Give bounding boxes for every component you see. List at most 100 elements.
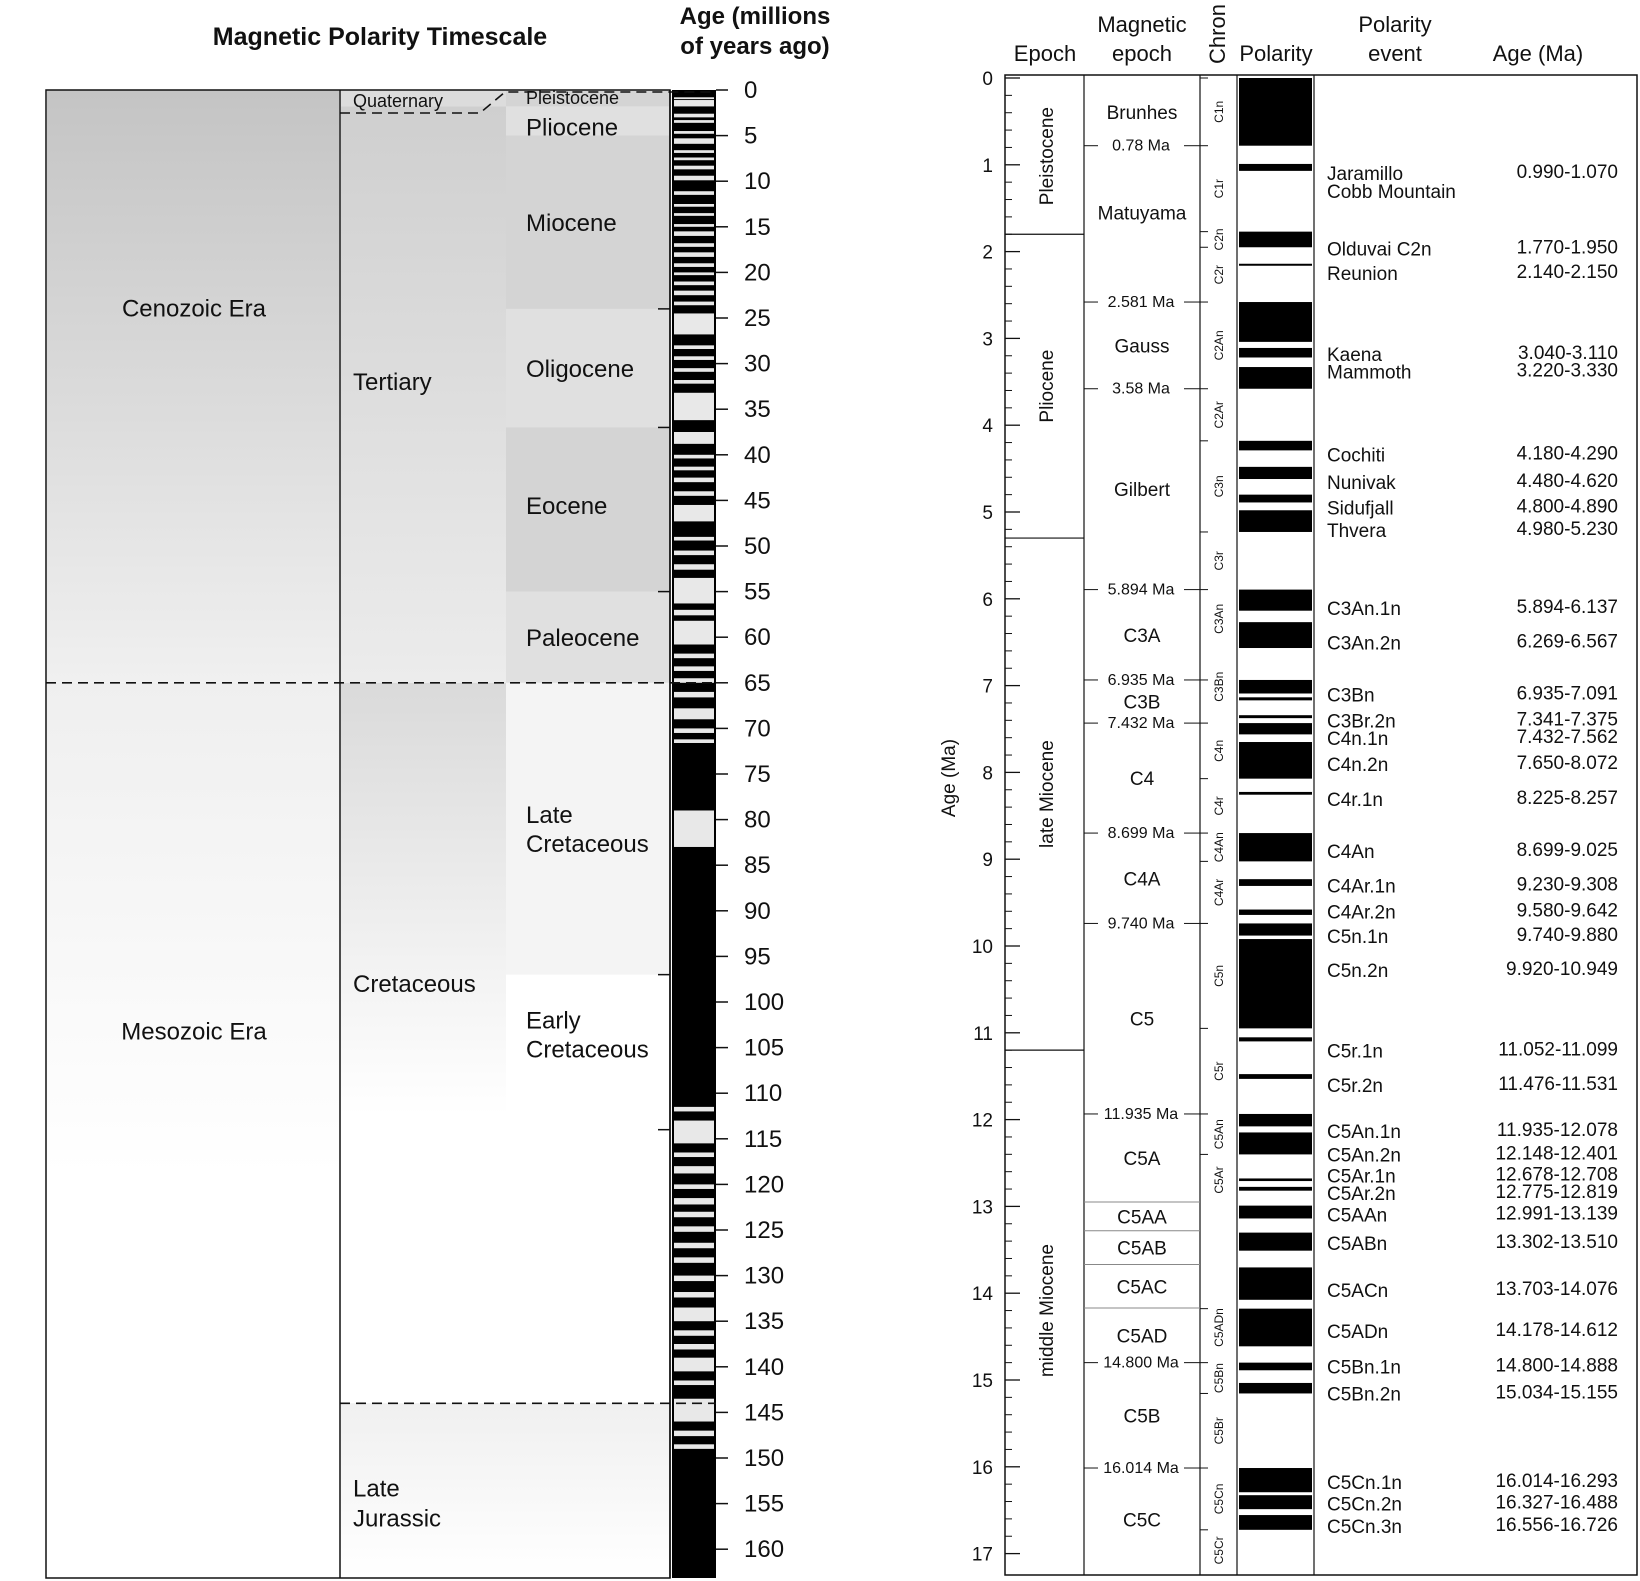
left-reversed-interval-16 [674,252,714,257]
magnetic-epoch-label-c5ad: C5AD [1117,1326,1168,1347]
event-name-c4an: C4An [1327,842,1375,863]
event-range-c3an-1n: 5.894-6.137 [1517,597,1618,618]
event-name-c4ar-1n: C4Ar.1n [1327,877,1396,898]
event-range-c5adn: 14.178-14.612 [1495,1320,1618,1341]
left-axis-tick-label-125: 125 [744,1217,784,1244]
right-normal-interval-1 [1239,163,1312,171]
event-range-c5ar-1n: 12.678-12.708 [1495,1164,1618,1185]
era-band-cenozoic-era [47,90,339,683]
epoch-label-eocene: Eocene [526,493,607,520]
event-range-c4ar-1n: 9.230-9.308 [1517,875,1618,896]
event-range-c3br-2n: 7.341-7.375 [1517,710,1618,731]
left-axis-tick-label-85: 85 [744,852,771,879]
right-axis-tick-label-17: 17 [972,1545,993,1566]
event-range-c5cn-2n: 16.327-16.488 [1495,1493,1618,1514]
left-reversed-interval-10 [674,191,714,195]
boundary-label-5-894-ma: 5.894 Ma [1108,582,1175,599]
left-reversed-interval-62 [674,1344,714,1350]
left-reversed-interval-37 [674,577,714,604]
event-range-c5an-1n: 11.935-12.078 [1497,1120,1618,1141]
left-reversed-interval-24 [674,356,714,360]
right-normal-interval-18 [1239,791,1312,795]
right-normal-interval-22 [1239,923,1312,936]
event-name-c5aan: C5AAn [1327,1206,1387,1227]
event-name-c5ar-1n: C5Ar.1n [1327,1166,1396,1187]
left-reversed-interval-36 [674,564,714,570]
right-axis-tick-label-3: 3 [982,329,993,350]
right-axis-tick-label-16: 16 [972,1458,993,1479]
left-axis-tick-label-130: 130 [744,1263,784,1290]
epoch-label-early-cretaceous-line-0: Early [526,1007,581,1034]
left-axis-tick-label-15: 15 [744,214,771,241]
event-range-c4ar-2n: 9.580-9.642 [1517,901,1618,922]
event-range-mammoth: 3.220-3.330 [1517,360,1618,381]
right-normal-interval-13 [1239,679,1312,694]
right-normal-interval-19 [1239,833,1312,862]
right-normal-interval-27 [1239,1132,1312,1155]
event-range-nunivak: 4.480-4.620 [1517,471,1618,492]
chron-label-c3r: C3r [1212,551,1226,570]
magnetic-epoch-label-c5b: C5B [1124,1406,1161,1427]
event-name-c3bn: C3Bn [1327,686,1375,707]
left-reversed-interval-57 [674,1257,714,1263]
right-axis-tick-label-13: 13 [972,1197,993,1218]
magnetic-epoch-label-c5ac: C5AC [1117,1277,1168,1298]
left-reversed-interval-50 [674,1152,714,1158]
period-label-cretaceous: Cretaceous [353,971,476,998]
epoch-band-pliocene [506,106,670,136]
chron-label-c5ar: C5Ar [1212,1166,1226,1193]
chron-label-c4ar: C4Ar [1212,879,1226,906]
left-reversed-interval-20 [674,290,714,296]
right-axis-tick-label-7: 7 [982,677,993,698]
boundary-label-16-014-ma: 16.014 Ma [1103,1460,1179,1477]
left-reversed-interval-21 [674,301,714,306]
right-normal-interval-23 [1239,939,1312,1029]
left-reversed-interval-59 [674,1292,714,1298]
event-name-c5cn-1n: C5Cn.1n [1327,1473,1402,1494]
chron-label-c2n: C2n [1212,228,1226,250]
magnetic-epoch-label-c5aa: C5AA [1117,1207,1167,1228]
event-range-c5acn: 13.703-14.076 [1495,1279,1618,1300]
magnetic-epoch-label-c5: C5 [1130,1010,1154,1031]
right-axis-tick-label-1: 1 [982,156,993,177]
header-event-line-1: Polarity [1358,12,1431,37]
event-name-c5bn-2n: C5Bn.2n [1327,1384,1401,1405]
event-name-c4n-2n: C4n.2n [1327,755,1388,776]
event-name-c5an-1n: C5An.1n [1327,1122,1401,1143]
right-normal-interval-25 [1239,1074,1312,1079]
right-normal-interval-11 [1239,589,1312,611]
chron-label-c2r: C2r [1212,265,1226,284]
left-reversed-interval-9 [674,175,714,181]
boundary-label-8-699-ma: 8.699 Ma [1108,825,1175,842]
left-reversed-interval-39 [674,620,714,645]
epoch-label-oligocene: Oligocene [526,356,634,383]
event-name-c5r-2n: C5r.2n [1327,1076,1383,1097]
magnetic-epoch-label-c5a: C5A [1124,1149,1161,1170]
event-name-c5an-2n: C5An.2n [1327,1146,1401,1167]
right-normal-interval-16 [1239,723,1312,735]
chron-label-c2an: C2An [1212,330,1226,360]
left-reversed-interval-7 [674,157,714,161]
event-name-c5n-1n: C5n.1n [1327,927,1388,948]
left-reversed-interval-11 [674,204,714,207]
event-name-cobb-mountain: Cobb Mountain [1327,182,1456,203]
epoch-label-pleistocene: Pleistocene [1037,107,1058,205]
left-reversed-interval-17 [674,263,714,267]
era-band-mesozoic-era [47,682,339,1577]
left-reversed-interval-41 [674,666,714,671]
left-reversed-interval-45 [674,728,714,733]
left-reversed-interval-13 [674,224,714,227]
right-normal-interval-35 [1239,1382,1312,1394]
boundary-label-2-581-ma: 2.581 Ma [1108,294,1175,311]
event-range-sidufjall: 4.800-4.890 [1517,497,1618,518]
chron-label-c5bn: C5Bn [1212,1363,1226,1393]
right-normal-interval-32 [1239,1267,1312,1300]
epoch-label-pleistocene: Pleistocene [526,88,619,108]
left-reversed-interval-15 [674,243,714,247]
left-reversed-interval-18 [674,272,714,276]
epoch-band-pleistocene [506,90,670,107]
event-range-c5cn-1n: 16.014-16.293 [1495,1471,1618,1492]
left-reversed-interval-38 [674,609,714,616]
epoch-label-late-cretaceous-line-1: Cretaceous [526,831,649,858]
